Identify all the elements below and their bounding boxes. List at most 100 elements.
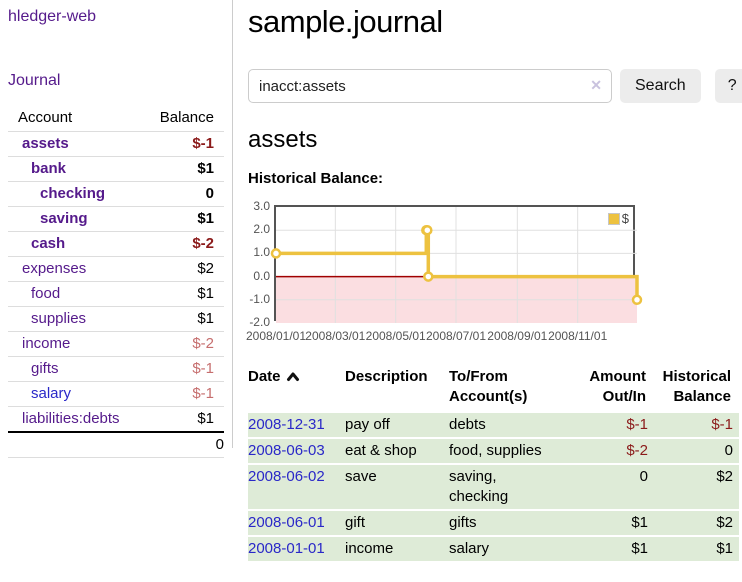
sort-ascending-icon	[286, 372, 299, 381]
search-button[interactable]: Search	[620, 69, 701, 103]
account-link-expenses[interactable]: expenses	[22, 260, 87, 277]
transaction-date-link[interactable]: 2008-12-31	[248, 416, 325, 433]
transaction-amount: 0	[584, 464, 654, 511]
account-link-liabilities-debts[interactable]: liabilities:debts	[22, 410, 120, 427]
balance-column-header: Historical Balance	[654, 365, 739, 413]
sidebar: hledger-web Journal Account Balance asse…	[0, 0, 233, 458]
clear-search-icon[interactable]: ✕	[590, 77, 602, 93]
page-title: sample.journal	[248, 4, 443, 39]
account-row-liabilities-debts: liabilities:debts $1	[8, 406, 224, 432]
account-link-bank[interactable]: bank	[31, 160, 67, 177]
account-row-saving: saving $1	[8, 206, 224, 232]
x-axis-tick-label: 2008/09/01	[487, 329, 548, 343]
transaction-date-link[interactable]: 2008-01-01	[248, 540, 325, 557]
y-axis-tick-label: -1.0	[249, 291, 270, 306]
account-link-cash[interactable]: cash	[31, 235, 66, 252]
register-row: 2008-06-02 save saving, checking 0 $2	[248, 464, 739, 511]
chart-plot-area[interactable]: $	[270, 205, 643, 323]
help-button[interactable]: ?	[714, 69, 742, 103]
date-header-label: Date	[248, 368, 281, 385]
amount-column-header: Amount Out/In	[584, 365, 654, 413]
chart-legend: $	[607, 211, 629, 226]
transaction-accounts: gifts	[449, 510, 584, 537]
transaction-balance: 0	[654, 438, 739, 465]
account-row-assets: assets $-1	[8, 131, 224, 157]
transaction-balance: $2	[654, 464, 739, 511]
tofrom-column-header: To/From Account(s)	[449, 365, 584, 413]
account-balance-table: Account Balance assets $-1 bank $1 check…	[8, 106, 224, 458]
account-row-cash: cash $-2	[8, 231, 224, 257]
account-link-assets[interactable]: assets	[22, 135, 69, 152]
transaction-date-link[interactable]: 2008-06-02	[248, 468, 325, 485]
transaction-accounts: food, supplies	[449, 438, 584, 465]
balance-header-line2: Balance	[673, 388, 731, 405]
register-row: 2008-06-01 gift gifts $1 $2	[248, 510, 739, 537]
x-axis-tick-label: 2008/05/01	[365, 329, 426, 343]
balance-total-row: 0	[8, 431, 224, 458]
description-column-header: Description	[345, 368, 428, 385]
transaction-description: save	[345, 464, 449, 511]
transaction-accounts: debts	[449, 413, 584, 439]
transaction-description: eat & shop	[345, 438, 449, 465]
account-link-checking[interactable]: checking	[40, 185, 106, 202]
transaction-description: gift	[345, 510, 449, 537]
amount-header-line1: Amount	[589, 368, 646, 385]
legend-swatch	[607, 212, 620, 225]
date-column-header[interactable]: Date	[248, 365, 345, 413]
account-balance-gifts: $-1	[145, 356, 224, 382]
transaction-balance: $-1	[654, 413, 739, 439]
x-axis-tick-label: 2008/11/01	[548, 329, 608, 343]
account-link-saving[interactable]: saving	[40, 210, 88, 227]
transaction-amount: $1	[584, 510, 654, 537]
legend-label: $	[621, 211, 629, 226]
account-balance-income: $-2	[145, 331, 224, 357]
y-axis-tick-label: 3.0	[253, 199, 270, 213]
journal-link[interactable]: Journal	[8, 72, 61, 89]
transaction-date-link[interactable]: 2008-06-03	[248, 442, 325, 459]
tofrom-header-line1: To/From	[449, 368, 508, 385]
balance-header-line1: Historical	[662, 368, 731, 385]
search-form: ✕ Search ?	[248, 69, 742, 103]
transaction-amount: $-1	[584, 413, 654, 439]
main-content: sample.journal ✕ Search ? assets Histori…	[233, 0, 742, 563]
total-balance: 0	[145, 431, 224, 458]
account-link-supplies[interactable]: supplies	[31, 310, 87, 327]
account-balance-bank: $1	[145, 156, 224, 182]
historical-balance-chart: $ 3.0 2.0 1.0 0.0 -1.0 -2.0 2008/01/01 2008/03/…	[246, 199, 738, 357]
transaction-balance: $1	[654, 536, 739, 563]
register-row: 2008-01-01 income salary $1 $1	[248, 536, 739, 563]
transaction-description: pay off	[345, 413, 449, 439]
search-input[interactable]	[248, 69, 612, 103]
account-balance-assets: $-1	[145, 131, 224, 157]
account-row-gifts: gifts $-1	[8, 356, 224, 382]
account-balance-salary: $-1	[145, 381, 224, 407]
app-title-link[interactable]: hledger-web	[8, 8, 97, 25]
account-balance-expenses: $2	[145, 256, 224, 282]
account-column-header: Account	[18, 109, 73, 126]
account-link-income[interactable]: income	[22, 335, 71, 352]
total-spacer	[8, 431, 146, 458]
y-axis-tick-label: 1.0	[253, 245, 270, 260]
account-link-gifts[interactable]: gifts	[31, 360, 59, 377]
balance-column-header: Balance	[159, 109, 214, 126]
account-row-salary: salary $-1	[8, 381, 224, 407]
transaction-description: income	[345, 536, 449, 563]
chart-canvas[interactable]	[270, 207, 643, 323]
register-row: 2008-06-03 eat & shop food, supplies $-2…	[248, 438, 739, 465]
transaction-amount: $-2	[584, 438, 654, 465]
x-axis-tick-label: 2008/07/01	[425, 329, 487, 343]
register-account-heading: assets	[248, 126, 318, 153]
transaction-amount: $1	[584, 536, 654, 563]
account-row-bank: bank $1	[8, 156, 224, 182]
register-table: Date Description To/From Account(s) Amou…	[248, 365, 739, 563]
amount-header-line2: Out/In	[602, 388, 646, 405]
chart-title: Historical Balance:	[248, 170, 384, 187]
transaction-accounts: saving, checking	[449, 464, 584, 511]
account-row-income: income $-2	[8, 331, 224, 357]
account-link-salary[interactable]: salary	[31, 385, 72, 402]
transaction-date-link[interactable]: 2008-06-01	[248, 514, 325, 531]
account-link-food[interactable]: food	[31, 285, 61, 302]
account-balance-cash: $-2	[145, 231, 224, 257]
account-balance-supplies: $1	[145, 306, 224, 332]
transaction-balance: $2	[654, 510, 739, 537]
